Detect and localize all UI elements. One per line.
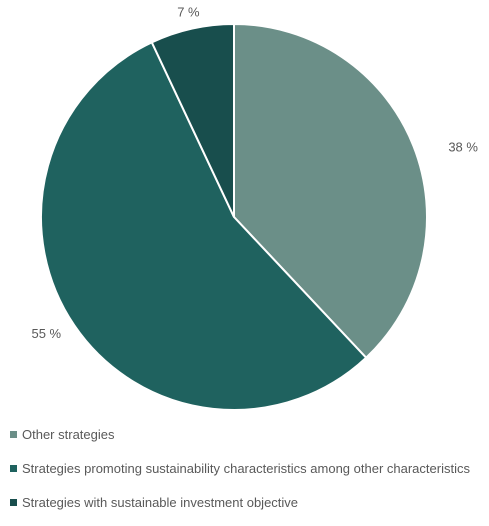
data-label-other-strategies: 38 %: [448, 139, 478, 154]
pie-slice-sustainable-objective: [150, 22, 235, 218]
legend-item-sustainable-objective: Strategies with sustainable investment o…: [10, 492, 485, 512]
legend-label-promoting-characteristics: Strategies promoting sustainability char…: [22, 460, 470, 476]
legend-label-sustainable-objective: Strategies with sustainable investment o…: [22, 494, 299, 510]
data-label-promoting-characteristics: 55 %: [31, 326, 61, 341]
legend: Other strategies Strategies promoting su…: [10, 424, 485, 526]
data-label-sustainable-objective: 7 %: [177, 4, 200, 19]
pie-slice-promoting-characteristics: [40, 41, 368, 411]
legend-item-other-strategies: Other strategies: [10, 424, 485, 444]
legend-item-promoting-characteristics: Strategies promoting sustainability char…: [10, 458, 485, 478]
legend-swatch-other-strategies: [10, 430, 17, 438]
pie-slice-other-strategies: [233, 22, 428, 360]
legend-label-other-strategies: Other strategies: [22, 426, 115, 442]
legend-swatch-promoting-characteristics: [10, 464, 17, 472]
legend-swatch-sustainable-objective: [10, 498, 17, 506]
